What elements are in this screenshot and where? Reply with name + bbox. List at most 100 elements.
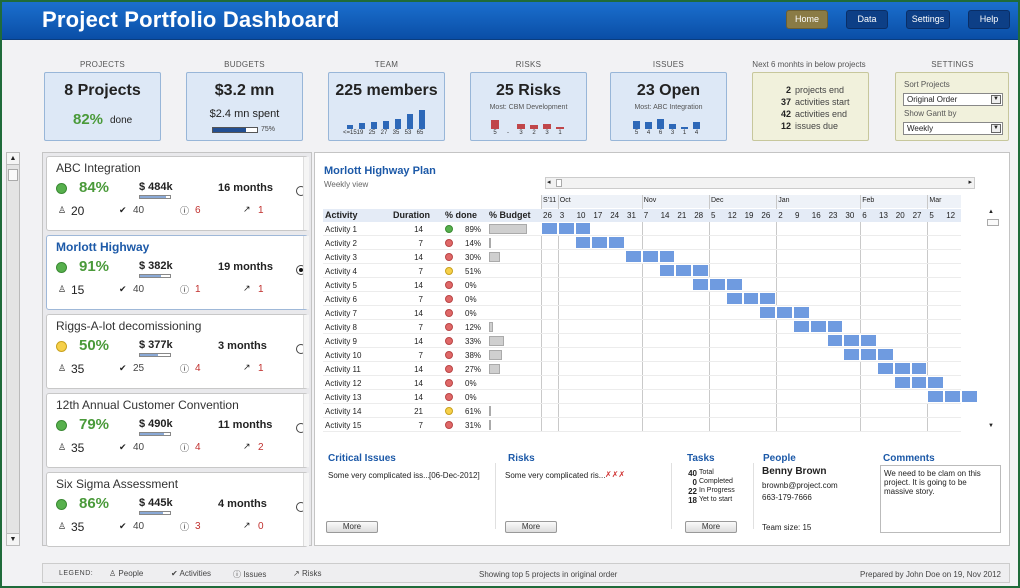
gantt-duration: 7: [418, 295, 423, 304]
scroll-up-arrow-icon[interactable]: ▲: [7, 153, 19, 165]
trend-icon: ↗: [243, 441, 251, 451]
show-gantt-select[interactable]: Weekly ▼: [903, 122, 1003, 135]
gantt-pct-done: 12%: [465, 323, 482, 332]
legend-risks: ↗ Risks: [293, 569, 322, 578]
next-line: 42 activities end: [759, 109, 865, 121]
gantt-activity-name: Activity 11: [325, 365, 361, 374]
project-risks: 1: [258, 205, 264, 216]
nav-settings-button[interactable]: Settings: [906, 10, 950, 29]
project-name[interactable]: 12th Annual Customer Convention: [56, 398, 239, 412]
kpi-team-card: 225 members <=15 19 25 27 35 53 65: [328, 72, 445, 141]
spark-tick: 1: [558, 130, 562, 136]
risks-more-button[interactable]: More: [505, 521, 557, 533]
gantt-day-label: 10: [576, 211, 586, 220]
task-count: 22: [688, 487, 697, 496]
gantt-day-label: 13: [879, 211, 888, 220]
gantt-cell: [961, 390, 978, 403]
spark-tick: 4: [694, 130, 699, 136]
gantt-month-line: [541, 195, 542, 432]
tasks-title: Tasks: [687, 453, 715, 464]
people-title: People: [763, 453, 796, 464]
gantt-duration: 7: [418, 351, 423, 360]
gantt-day-label: 2: [778, 211, 783, 220]
gantt-vertical-scrollbar[interactable]: ▲ ▼: [987, 209, 999, 429]
gantt-budget-bar: [489, 238, 492, 248]
gantt-header-row: Activity Duration% done% Budget 26 3 10 17 24 3…: [323, 209, 961, 222]
legend-people-label: People: [118, 569, 144, 578]
chevron-down-icon[interactable]: ▼: [991, 124, 1001, 133]
project-name[interactable]: ABC Integration: [56, 161, 141, 175]
next-line: 37 activities start: [759, 97, 865, 109]
project-budget-bar: [139, 353, 171, 357]
critical-issues-more-button[interactable]: More: [326, 521, 378, 533]
gantt-cell: [893, 362, 911, 375]
project-name[interactable]: Morlott Highway: [56, 240, 150, 254]
gantt-col-done: % done: [445, 210, 478, 220]
project-name[interactable]: Riggs-A-lot decomissioning: [56, 319, 202, 333]
info-circle-icon: ⓘ: [180, 285, 190, 295]
kpi-team-value: 225 members: [335, 82, 438, 99]
chevron-down-icon[interactable]: ▼: [991, 95, 1001, 104]
tasks-list: 40 Total 0 Completed 22 In Progress 18 Yet to s…: [677, 469, 747, 505]
gantt-duration: 7: [418, 267, 423, 276]
gantt-pct-done: 61%: [465, 407, 482, 416]
spark-tick: 3: [545, 130, 549, 136]
scroll-up-arrow-icon[interactable]: ▲: [988, 209, 994, 215]
scroll-thumb[interactable]: [8, 169, 18, 181]
status-green-dot-icon: [56, 262, 67, 273]
project-name[interactable]: Six Sigma Assessment: [56, 477, 179, 491]
project-card[interactable]: Six Sigma Assessment 86% $ 445k 4 months ♙ 35…: [46, 472, 309, 547]
gantt-budget-bar: [489, 364, 500, 374]
scroll-left-arrow-icon[interactable]: ◂: [547, 179, 551, 186]
vertical-scrollbar[interactable]: ▲ ▼: [6, 152, 20, 546]
legend-label: LEGEND:: [59, 570, 94, 577]
gantt-cell: [658, 264, 676, 277]
spark-bar: [556, 127, 564, 129]
gantt-cell: [826, 320, 844, 333]
status-red-dot-icon: [445, 421, 453, 429]
status-green-dot-icon: [56, 420, 67, 431]
gantt-duration: 21: [414, 407, 423, 416]
project-issues: 4: [195, 442, 201, 453]
gantt-cell: [860, 348, 877, 361]
project-card[interactable]: Riggs-A-lot decomissioning 50% $ 377k 3 mon…: [46, 314, 309, 389]
spark-tick: 1: [682, 130, 687, 136]
status-green-dot-icon: [56, 183, 67, 194]
scroll-down-arrow-icon[interactable]: ▼: [7, 533, 19, 545]
tasks-more-button[interactable]: More: [685, 521, 737, 533]
gantt-vscroll-thumb[interactable]: [987, 219, 999, 226]
nav-help-button[interactable]: Help: [968, 10, 1010, 29]
project-card[interactable]: Morlott Highway 91% $ 382k 19 months ♙ 15 ✔ 40 ⓘ…: [46, 235, 309, 310]
project-card[interactable]: 12th Annual Customer Convention 79% $ 490k…: [46, 393, 309, 468]
scroll-right-arrow-icon[interactable]: ▸: [968, 179, 972, 186]
comments-box[interactable]: We need to be clam on this project. It i…: [880, 465, 1001, 533]
gantt-col-activity: Activity: [325, 210, 358, 220]
gantt-horizontal-scrollbar[interactable]: ◂ ▸: [545, 177, 975, 189]
nav-data-button[interactable]: Data: [846, 10, 888, 29]
gantt-day-label: 9: [795, 211, 800, 220]
gantt-cell: [893, 376, 911, 389]
gantt-budget-bar: [489, 224, 527, 234]
scroll-down-arrow-icon[interactable]: ▼: [988, 423, 994, 429]
gantt-day-label: 7: [643, 211, 649, 220]
gantt-row: Activity 1 14 89%: [323, 222, 961, 236]
task-line: 18 Yet to start: [677, 496, 747, 505]
gantt-day-label: 12: [727, 211, 737, 220]
task-count: 18: [688, 496, 697, 505]
trend-icon: ↗: [243, 283, 251, 293]
gantt-day-label: 30: [845, 211, 855, 220]
next-line-count: 2: [785, 85, 791, 95]
gantt-col-budget: % Budget: [489, 210, 531, 220]
people-email[interactable]: brownb@project.com: [762, 481, 838, 490]
sort-projects-select[interactable]: Original Order ▼: [903, 93, 1003, 106]
spark-bar: [645, 122, 652, 129]
gantt-month-line: [860, 195, 862, 432]
project-card[interactable]: ABC Integration 84% $ 484k 16 months ♙ 20 ✔ 40 ⓘ…: [46, 156, 309, 231]
project-people: 35: [71, 441, 85, 455]
kpi-next-card: 2 projects end 37 activities start 42 activit…: [752, 72, 869, 141]
trend-icon: ↗: [243, 520, 251, 530]
nav-home-button[interactable]: Home: [786, 10, 828, 29]
project-pct-done: 50%: [79, 337, 110, 354]
gantt-scroll-thumb[interactable]: [556, 179, 562, 187]
